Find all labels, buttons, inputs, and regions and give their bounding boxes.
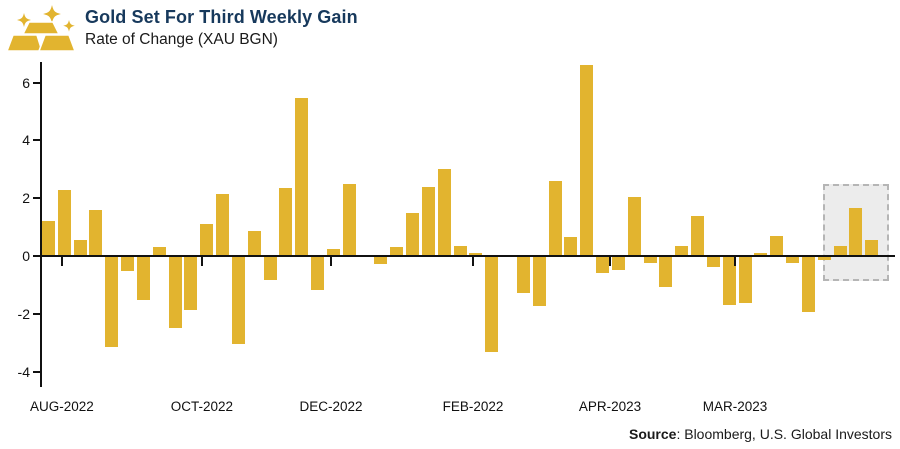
x-tick-label: AUG-2022 xyxy=(30,399,94,414)
gold-bars-icon xyxy=(5,5,77,52)
x-tick xyxy=(330,257,333,266)
bar xyxy=(627,196,641,256)
x-tick xyxy=(200,257,203,266)
bar xyxy=(453,245,467,256)
bar xyxy=(516,257,530,294)
bar xyxy=(659,257,673,288)
bar xyxy=(390,247,404,256)
y-tick xyxy=(33,197,40,200)
y-tick-label: 4 xyxy=(22,132,30,149)
bar xyxy=(643,257,657,263)
bar xyxy=(437,169,451,256)
bar xyxy=(57,189,71,256)
bar xyxy=(105,257,119,347)
bar xyxy=(865,240,879,256)
x-tick-label: FEB-2022 xyxy=(442,399,504,414)
bar xyxy=(295,98,309,256)
bar xyxy=(200,224,214,256)
y-tick xyxy=(33,139,40,142)
y-tick xyxy=(33,255,40,257)
bar xyxy=(548,180,562,256)
bar xyxy=(374,257,388,265)
bar xyxy=(216,193,230,256)
bar xyxy=(580,65,594,256)
bar xyxy=(801,257,815,312)
bar xyxy=(485,257,499,353)
y-tick xyxy=(33,312,40,315)
y-axis xyxy=(40,62,42,388)
bar xyxy=(754,253,768,256)
bar xyxy=(564,237,578,256)
source-attribution: Source: Bloomberg, U.S. Global Investors xyxy=(629,426,892,442)
x-tick-label: MAR-2023 xyxy=(702,399,768,414)
x-tick xyxy=(60,257,63,266)
zero-baseline xyxy=(40,255,895,257)
bar xyxy=(247,231,261,256)
chart-title: Gold Set For Third Weekly Gain xyxy=(85,7,358,27)
source-text: : Bloomberg, U.S. Global Investors xyxy=(676,426,892,442)
bar xyxy=(786,257,799,263)
y-tick-label: 0 xyxy=(22,248,30,264)
bar xyxy=(342,183,356,256)
bar xyxy=(89,209,103,256)
bar xyxy=(121,257,135,272)
bar xyxy=(817,257,831,260)
bar xyxy=(263,257,277,281)
bar xyxy=(73,240,87,256)
bar xyxy=(42,221,55,256)
bar xyxy=(406,212,420,256)
bar xyxy=(611,257,625,270)
bar xyxy=(849,208,863,256)
bar xyxy=(691,215,705,256)
bar xyxy=(421,186,435,256)
x-tick-label: OCT-2022 xyxy=(170,399,234,414)
bar xyxy=(596,257,610,273)
bar xyxy=(136,257,150,301)
chart-header: Gold Set For Third Weekly Gain Rate of C… xyxy=(0,0,900,56)
bar xyxy=(311,257,325,291)
bar xyxy=(675,245,689,256)
bar xyxy=(833,245,847,256)
bar xyxy=(279,188,293,256)
x-tick xyxy=(734,257,737,266)
x-tick xyxy=(608,257,611,266)
x-tick-label: DEC-2022 xyxy=(299,399,363,414)
y-tick xyxy=(33,370,40,373)
bar xyxy=(738,257,752,304)
bar xyxy=(770,235,784,256)
bar xyxy=(168,257,182,328)
y-tick-label: -4 xyxy=(17,363,30,380)
bar xyxy=(231,257,245,344)
x-tick-label: APR-2023 xyxy=(578,399,642,414)
bar xyxy=(722,257,736,305)
x-tick xyxy=(472,257,475,266)
bar xyxy=(469,253,483,256)
y-tick xyxy=(33,81,40,84)
source-label: Source xyxy=(628,426,677,442)
bar xyxy=(532,257,546,307)
chart-subtitle: Rate of Change (XAU BGN) xyxy=(85,31,278,48)
bar xyxy=(152,247,166,256)
bar xyxy=(184,257,198,311)
bar xyxy=(326,248,340,256)
y-tick-label: 6 xyxy=(22,74,30,91)
bar xyxy=(706,257,720,268)
y-tick-label: 2 xyxy=(22,190,30,207)
y-tick-label: -2 xyxy=(17,305,30,322)
